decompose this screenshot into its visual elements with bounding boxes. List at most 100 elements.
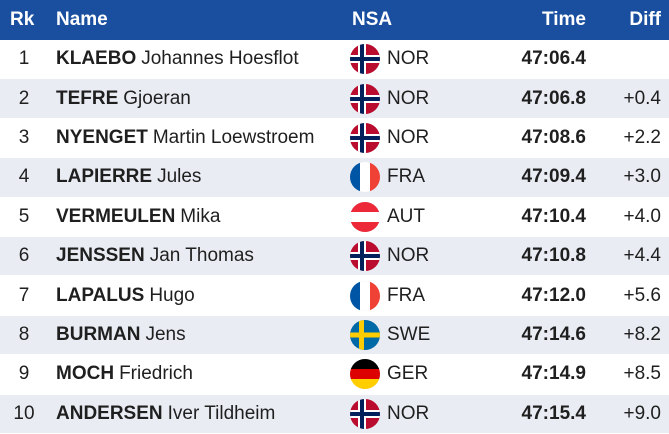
nsa-code: NOR [387,245,430,267]
diff-cell: +9.0 [623,402,661,424]
time-cell: 47:06.8 [521,87,586,109]
nsa-cell: NOR [346,44,466,75]
diff-cell: +0.4 [623,87,661,109]
rank-cell: 8 [18,323,30,345]
sweden-flag-icon [350,319,380,350]
athlete-name-cell[interactable]: LAPIERRE Jules [48,166,346,188]
nsa-cell: NOR [346,241,466,272]
last-name: MOCH [56,363,115,385]
diff-cell: +5.6 [623,284,661,306]
last-name: LAPIERRE [56,166,153,188]
diff-cell: +4.4 [623,245,661,267]
table-row[interactable]: 5 VERMEULEN Mika AUT 47:10.4 +4.0 [0,197,669,237]
nsa-code: GER [387,363,429,385]
first-name: Friedrich [119,363,193,385]
athlete-name-cell[interactable]: NYENGET Martin Loewstroem [48,127,346,149]
diff-cell: +3.0 [623,166,661,188]
austria-flag-icon [350,201,380,232]
nsa-cell: FRA [346,280,466,311]
athlete-name-cell[interactable]: ANDERSEN Iver Tildheim [48,403,346,425]
last-name: LAPALUS [56,284,145,306]
athlete-name-cell[interactable]: JENSSEN Jan Thomas [48,245,346,267]
time-cell: 47:14.9 [521,363,586,385]
rank-cell: 1 [18,48,30,70]
rank-cell: 10 [13,402,35,424]
last-name: KLAEBO [56,48,137,70]
norway-flag-icon [350,241,380,272]
diff-cell: +8.2 [623,323,661,345]
rank-cell: 7 [18,284,30,306]
first-name: Hugo [149,284,195,306]
table-body: 1 KLAEBO Johannes Hoesflot NOR 47:06.4 2 TEFRE… [0,40,669,434]
first-name: Jules [157,166,202,188]
table-row[interactable]: 6 JENSSEN Jan Thomas NOR 47:10.8 +4.4 [0,236,669,277]
header-nsa[interactable]: NSA [352,9,393,30]
table-row[interactable]: 9 MOCH Friedrich GER 47:14.9 +8.5 [0,355,669,395]
rank-cell: 9 [18,363,30,385]
athlete-name-cell[interactable]: KLAEBO Johannes Hoesflot [48,48,346,70]
time-cell: 47:06.4 [521,48,586,70]
diff-cell: +8.5 [623,363,661,385]
time-cell: 47:15.4 [521,402,586,424]
nsa-cell: NOR [346,122,466,153]
france-flag-icon [350,162,380,193]
rank-cell: 6 [18,245,30,267]
time-cell: 47:08.6 [521,126,586,148]
nsa-code: FRA [387,284,425,306]
header-time[interactable]: Time [541,9,586,30]
last-name: JENSSEN [56,245,145,267]
norway-flag-icon [350,83,380,114]
diff-cell: +2.2 [623,126,661,148]
table-row[interactable]: 2 TEFRE Gjoeran NOR 47:06.8 +0.4 [0,79,669,119]
diff-cell: +4.0 [623,205,661,227]
nsa-code: FRA [387,166,425,188]
last-name: ANDERSEN [56,402,163,424]
last-name: VERMEULEN [56,205,176,227]
table-header: Rk Name NSA Time Diff [0,0,669,40]
first-name: Johannes Hoesflot [141,48,299,70]
time-cell: 47:09.4 [521,166,586,188]
rank-cell: 2 [18,87,30,109]
nsa-code: NOR [387,87,430,109]
nsa-code: SWE [387,323,431,345]
time-cell: 47:10.8 [521,245,586,267]
rank-cell: 5 [18,205,30,227]
table-row[interactable]: 7 LAPALUS Hugo FRA 47:12.0 +5.6 [0,276,669,316]
france-flag-icon [350,280,380,311]
rank-cell: 3 [18,126,30,148]
nsa-code: NOR [387,402,430,424]
time-cell: 47:10.4 [521,205,586,227]
nsa-cell: AUT [346,201,466,232]
athlete-name-cell[interactable]: VERMEULEN Mika [48,206,346,228]
header-diff[interactable]: Diff [629,9,661,30]
germany-flag-icon [350,359,380,390]
first-name: Martin Loewstroem [152,126,315,148]
table-row[interactable]: 1 KLAEBO Johannes Hoesflot NOR 47:06.4 [0,40,669,80]
nsa-cell: GER [346,359,466,390]
first-name: Gjoeran [123,87,191,109]
athlete-name-cell[interactable]: MOCH Friedrich [48,363,346,385]
rank-cell: 4 [18,166,30,188]
first-name: Jens [145,323,186,345]
athlete-name-cell[interactable]: TEFRE Gjoeran [48,88,346,110]
header-name[interactable]: Name [56,9,108,30]
time-cell: 47:14.6 [521,323,586,345]
first-name: Jan Thomas [149,245,254,267]
last-name: TEFRE [56,87,119,109]
table-row[interactable]: 8 BURMAN Jens SWE 47:14.6 +8.2 [0,315,669,356]
last-name: BURMAN [56,323,141,345]
table-row[interactable]: 10 ANDERSEN Iver Tildheim NOR 47:15.4 +9.0 [0,394,669,434]
norway-flag-icon [350,398,380,429]
table-row[interactable]: 3 NYENGET Martin Loewstroem NOR 47:08.6 +2.2 [0,118,669,159]
nsa-cell: FRA [346,162,466,193]
first-name: Iver Tildheim [167,402,276,424]
norway-flag-icon [350,122,380,153]
athlete-name-cell[interactable]: LAPALUS Hugo [48,285,346,307]
header-rank[interactable]: Rk [10,9,35,30]
nsa-cell: SWE [346,319,466,350]
athlete-name-cell[interactable]: BURMAN Jens [48,324,346,346]
table-row[interactable]: 4 LAPIERRE Jules FRA 47:09.4 +3.0 [0,158,669,198]
last-name: NYENGET [56,126,148,148]
nsa-cell: NOR [346,398,466,429]
